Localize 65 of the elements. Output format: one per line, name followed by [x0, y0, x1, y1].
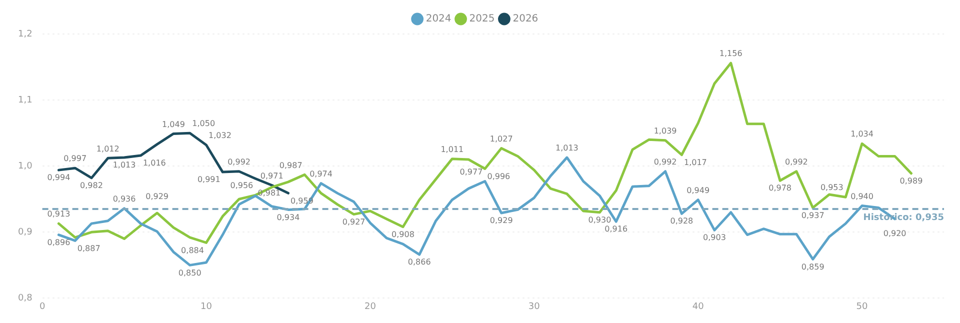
data-label: 1,011	[440, 144, 464, 154]
data-label: 0,991	[197, 175, 220, 184]
data-label: 1,027	[490, 134, 513, 144]
legend-label: 2025	[469, 14, 495, 25]
data-label: 0,989	[900, 176, 923, 186]
data-label: 0,982	[80, 181, 103, 190]
data-label: 0,977	[460, 167, 483, 176]
data-label: 0,887	[77, 244, 100, 253]
data-label: 1,016	[142, 158, 166, 168]
data-label: 1,017	[684, 158, 707, 167]
x-tick-label: 40	[692, 302, 704, 312]
data-label: 0,859	[801, 262, 824, 272]
data-label: 1,034	[850, 130, 874, 139]
data-label: 0,987	[279, 160, 302, 170]
data-label: 0,992	[785, 157, 808, 166]
data-label: 0,953	[820, 183, 844, 192]
data-label: 0,981	[258, 188, 281, 198]
data-label: 0,928	[670, 216, 694, 226]
data-label: 0,978	[768, 184, 792, 193]
data-label: 0,908	[392, 230, 414, 239]
data-label: 1,013	[112, 160, 136, 170]
data-label: 0,896	[47, 238, 70, 247]
data-label: 0,884	[181, 246, 204, 255]
legend-label: 2026	[512, 14, 538, 25]
data-label: 0,866	[408, 258, 431, 267]
data-label: 0,937	[801, 210, 824, 220]
data-label: 0,992	[654, 157, 677, 166]
data-label: 1,013	[555, 144, 578, 153]
data-label: 0,934	[276, 212, 300, 222]
data-label: 0,929	[146, 192, 169, 202]
data-label: 0,936	[112, 194, 136, 204]
data-label: 0,930	[588, 215, 612, 224]
data-label: 0,920	[883, 229, 906, 238]
data-label: 1,039	[654, 126, 677, 136]
data-label: 0,927	[342, 217, 366, 226]
x-tick-label: 0	[39, 302, 46, 312]
data-label: 1,049	[162, 120, 185, 129]
y-tick-label: 1,0	[18, 161, 33, 172]
data-label: 0,971	[260, 171, 284, 180]
data-label: 1,050	[192, 119, 216, 128]
x-tick-label: 10	[200, 302, 212, 312]
data-label: 0,913	[47, 210, 70, 219]
y-tick-label: 1,1	[18, 95, 32, 106]
data-label: 1,156	[719, 49, 742, 58]
x-tick-label: 30	[528, 302, 540, 312]
data-label: 1,012	[96, 144, 120, 154]
data-label: 0,903	[703, 233, 726, 242]
y-tick-label: 0,9	[18, 227, 33, 238]
data-label: 0,916	[604, 224, 628, 234]
data-label: 0,992	[228, 157, 250, 166]
data-label: 0,929	[490, 216, 513, 226]
data-label: 0,997	[64, 154, 87, 164]
data-label: 0,850	[178, 268, 202, 278]
legend-label: 2024	[426, 14, 452, 25]
y-tick-label: 1,2	[18, 29, 32, 40]
data-label: 0,994	[47, 173, 70, 182]
data-label: 0,949	[686, 186, 710, 195]
y-tick-label: 0,8	[18, 294, 33, 304]
x-tick-label: 20	[364, 302, 376, 312]
data-label: 0,974	[310, 169, 332, 178]
data-label: 0,940	[850, 192, 874, 201]
data-label: 1,032	[208, 131, 232, 140]
data-label: 0,956	[230, 181, 254, 190]
x-tick-label: 50	[856, 302, 868, 312]
data-label: 0,996	[487, 172, 510, 181]
